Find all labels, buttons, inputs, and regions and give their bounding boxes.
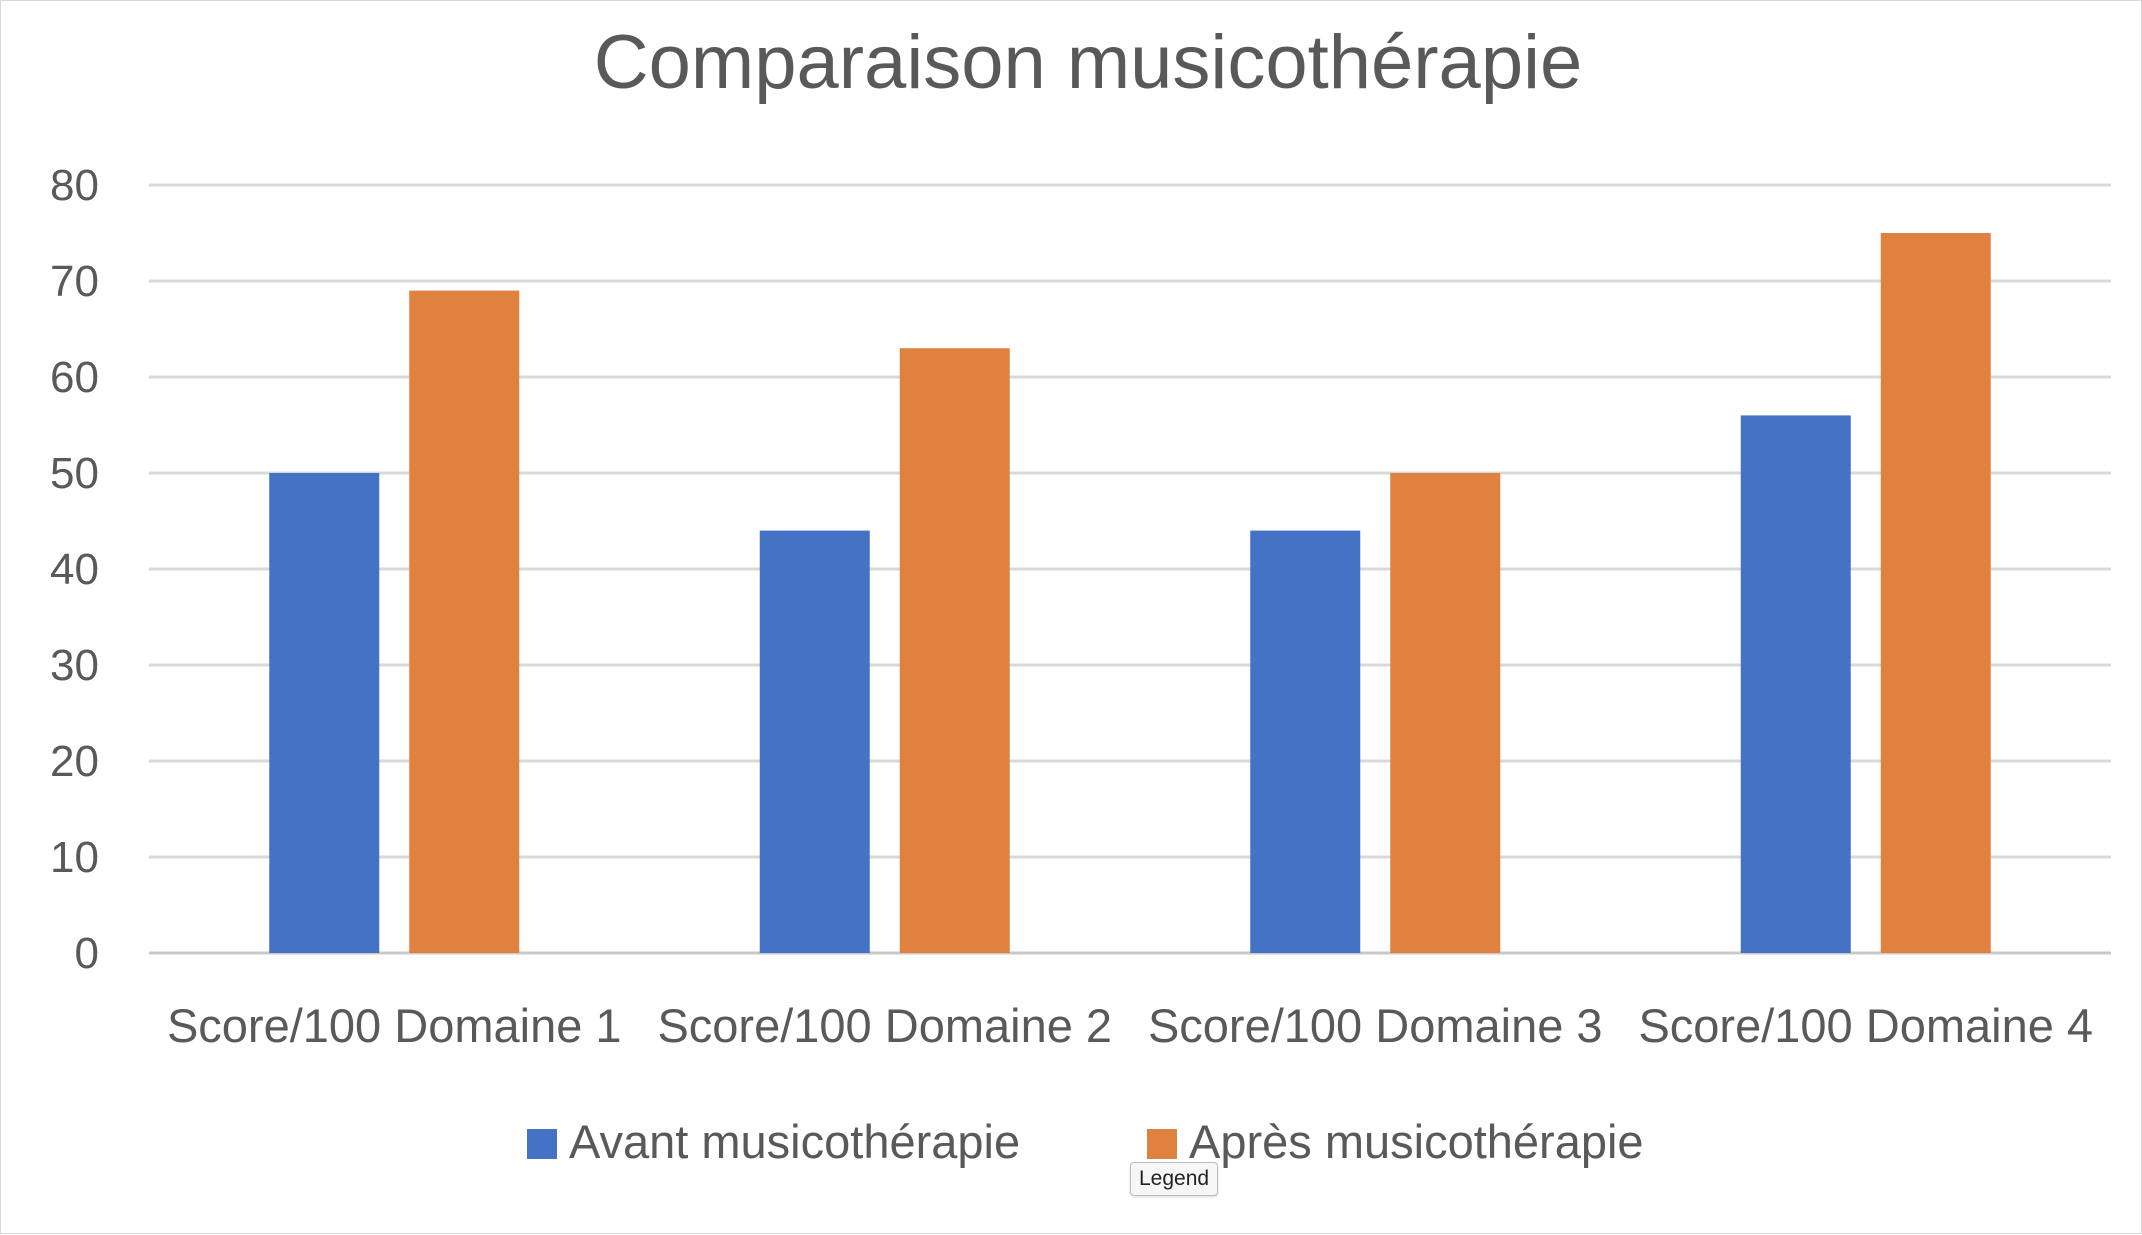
y-tick-label: 0: [75, 929, 99, 978]
y-tick-label: 40: [50, 545, 99, 594]
bar[interactable]: [1390, 473, 1501, 953]
y-tick-label: 20: [50, 737, 99, 786]
bar[interactable]: [1250, 530, 1361, 953]
bar[interactable]: [409, 290, 520, 954]
x-category-label: Score/100 Domaine 1: [167, 999, 622, 1052]
y-tick-label: 50: [50, 449, 99, 498]
bar[interactable]: [269, 473, 380, 953]
bar[interactable]: [1740, 415, 1851, 953]
legend-swatch[interactable]: [527, 1129, 557, 1159]
y-axis-ticks: 0 10 20 30 40 50 60 70 80: [50, 161, 99, 978]
x-category-label: Score/100 Domaine 2: [657, 999, 1112, 1052]
legend-label[interactable]: Avant musicothérapie: [569, 1115, 1020, 1168]
y-tick-label: 10: [50, 833, 99, 882]
legend-swatch[interactable]: [1147, 1129, 1177, 1159]
x-axis-categories: Score/100 Domaine 1 Score/100 Domaine 2 Sc…: [167, 999, 2093, 1052]
y-tick-label: 60: [50, 353, 99, 402]
x-category-label: Score/100 Domaine 3: [1148, 999, 1603, 1052]
legend-label[interactable]: Après musicothérapie: [1189, 1115, 1644, 1168]
legend-tooltip: Legend: [1130, 1162, 1219, 1196]
bars: [269, 233, 1991, 954]
y-tick-label: 30: [50, 641, 99, 690]
x-category-label: Score/100 Domaine 4: [1638, 999, 2093, 1052]
chart-title: Comparaison musicothérapie: [594, 20, 1582, 105]
bar[interactable]: [899, 348, 1010, 953]
y-tick-label: 80: [50, 161, 99, 210]
bar[interactable]: [759, 530, 870, 953]
y-tick-label: 70: [50, 257, 99, 306]
bar[interactable]: [1880, 233, 1991, 953]
legend[interactable]: Avant musicothérapie Après musicothérapie: [527, 1115, 1644, 1168]
